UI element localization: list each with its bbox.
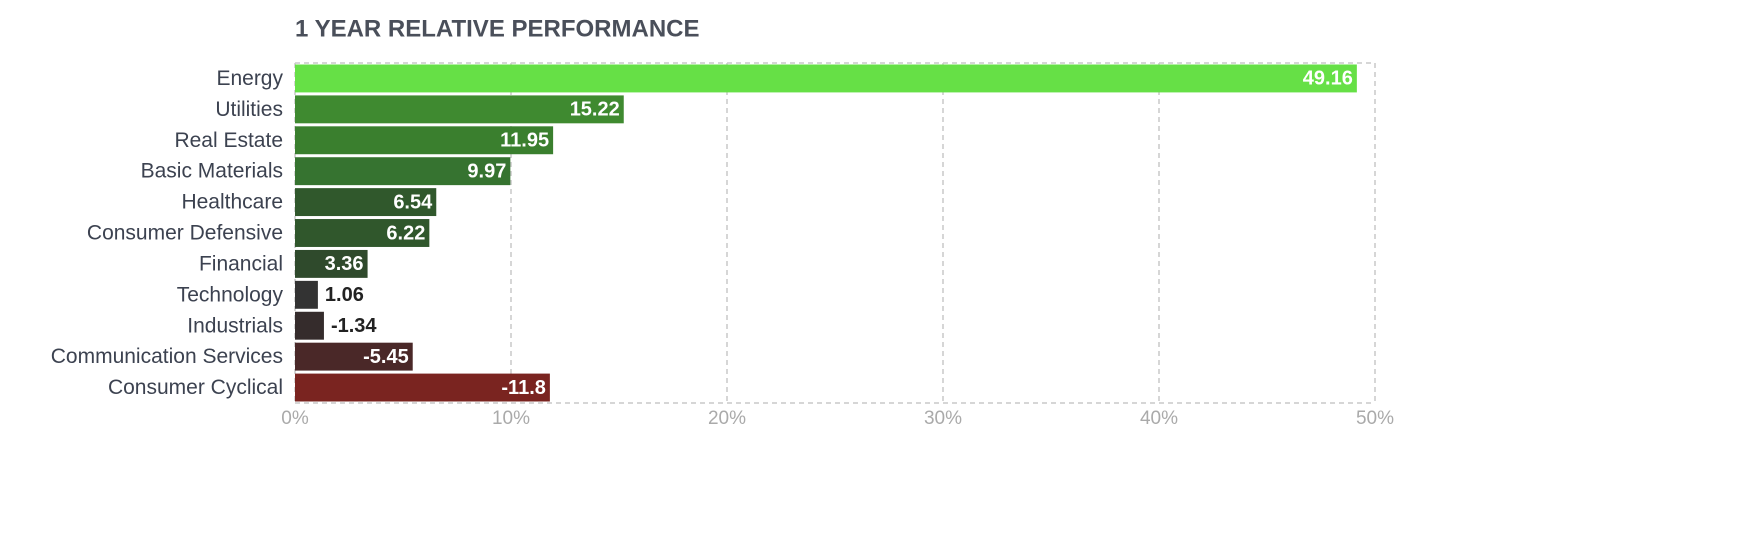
category-label: Utilities (215, 98, 283, 121)
bar (295, 157, 511, 186)
x-tick-label: 20% (708, 408, 746, 429)
category-label: Technology (177, 283, 284, 306)
chart-title: 1 YEAR RELATIVE PERFORMANCE (295, 15, 700, 42)
bar (295, 219, 430, 247)
bar (295, 311, 324, 340)
bar (295, 280, 318, 309)
value-label: 3.36 (325, 253, 364, 275)
value-label: 6.54 (393, 191, 433, 213)
value-label: -1.34 (331, 315, 377, 337)
bar (295, 95, 624, 124)
bar (295, 249, 368, 278)
value-label: 9.97 (467, 160, 506, 182)
bar (295, 126, 554, 155)
x-tick-label: 30% (924, 408, 962, 429)
bar (295, 64, 1357, 93)
value-label: 1.06 (325, 284, 364, 306)
category-label: Consumer Defensive (87, 222, 283, 245)
value-label: -5.45 (363, 346, 409, 368)
value-label: -11.8 (501, 377, 545, 399)
category-label: Healthcare (181, 191, 283, 214)
category-label: Basic Materials (141, 160, 283, 183)
bar (295, 373, 550, 402)
category-label: Real Estate (174, 129, 283, 152)
bar (295, 342, 413, 371)
value-label: 49.16 (1303, 68, 1353, 90)
category-label: Communication Services (51, 345, 283, 368)
x-tick-label: 0% (281, 408, 309, 429)
category-label: Industrials (187, 314, 283, 337)
category-label: Energy (216, 67, 283, 90)
category-label: Financial (199, 252, 283, 275)
value-label: 6.22 (386, 222, 425, 244)
x-tick-label: 50% (1356, 408, 1394, 429)
category-label: Consumer Cyclical (108, 376, 283, 399)
bar (295, 188, 437, 217)
x-tick-label: 40% (1140, 408, 1178, 429)
x-tick-label: 10% (492, 408, 530, 429)
value-label: 15.22 (570, 99, 620, 121)
value-label: 11.95 (500, 130, 549, 152)
